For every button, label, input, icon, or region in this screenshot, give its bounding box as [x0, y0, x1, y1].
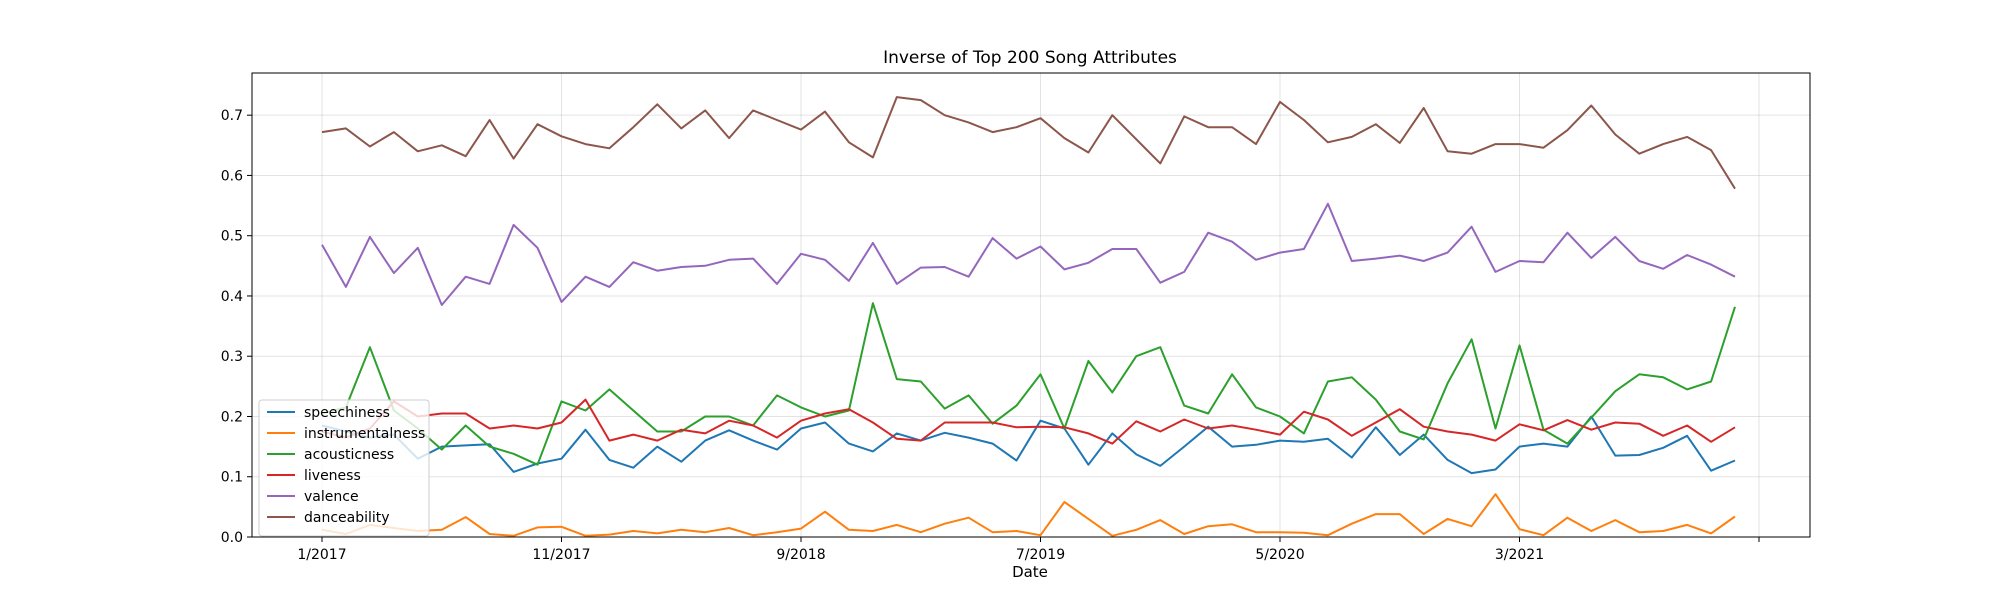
y-tick-label: 0.1 [221, 470, 243, 486]
x-tick-label: 9/2018 [776, 547, 825, 563]
x-axis: 1/2017 11/2017 9/2018 7/2019 5/2020 3/2021 [297, 537, 1760, 563]
series-line-speechiness [321, 415, 1736, 475]
legend-label-liveness: liveness [304, 468, 361, 484]
y-tick-label: 0.4 [221, 289, 243, 305]
legend-box [258, 399, 430, 537]
series-line-instrumentalness [321, 493, 1736, 537]
x-tick-label: 1/2017 [297, 547, 346, 563]
x-tick-label: 11/2017 [532, 547, 590, 563]
y-axis: 0.0 0.1 0.2 0.3 0.4 0.5 0.6 0.7 [221, 108, 252, 546]
chart-title: Inverse of Top 200 Song Attributes [883, 48, 1177, 68]
y-tick-label: 0.2 [221, 409, 243, 425]
x-tick-label: 5/2020 [1255, 547, 1304, 563]
legend-label-acousticness: acousticness [304, 447, 394, 463]
legend-label-speechiness: speechiness [304, 405, 390, 421]
x-tick-label: 7/2019 [1016, 547, 1065, 563]
series-lines [321, 96, 1736, 537]
y-tick-label: 0.6 [221, 168, 243, 184]
grid [252, 73, 1810, 538]
y-tick-label: 0.3 [221, 349, 243, 365]
y-tick-label: 0.5 [221, 229, 243, 245]
series-line-valence [321, 202, 1736, 306]
series-line-acousticness [321, 302, 1736, 466]
legend-label-instrumentalness: instrumentalness [304, 426, 425, 442]
y-tick-label: 0.0 [221, 530, 243, 546]
series-line-liveness [321, 398, 1736, 445]
plot-frame [251, 72, 1811, 538]
legend-label-danceability: danceability [304, 510, 390, 526]
legend-label-valence: valence [304, 489, 359, 505]
x-axis-label: Date [1012, 563, 1048, 581]
legend: speechiness instrumentalness acousticness l… [258, 399, 430, 537]
y-tick-label: 0.7 [221, 108, 243, 124]
series-line-danceability [321, 96, 1736, 190]
x-tick-label: 3/2021 [1495, 547, 1544, 563]
